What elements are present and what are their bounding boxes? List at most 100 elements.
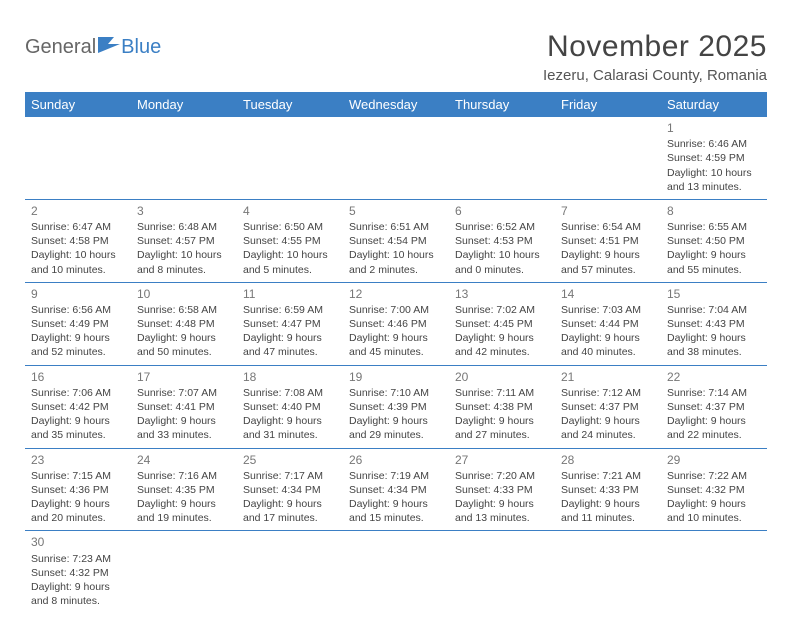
daylight-line: Daylight: 10 hours [667, 166, 761, 180]
daylight-line: Daylight: 9 hours [561, 414, 655, 428]
daylight-line: Daylight: 9 hours [667, 497, 761, 511]
sunrise-line: Sunrise: 6:48 AM [137, 220, 231, 234]
daylight-line: and 13 minutes. [667, 180, 761, 194]
sunrise-line: Sunrise: 7:04 AM [667, 303, 761, 317]
calendar-empty-cell [131, 117, 237, 199]
day-number: 6 [455, 203, 549, 219]
daylight-line: and 13 minutes. [455, 511, 549, 525]
calendar-day-cell: 27Sunrise: 7:20 AMSunset: 4:33 PMDayligh… [449, 448, 555, 531]
day-number: 24 [137, 452, 231, 468]
calendar-day-cell: 24Sunrise: 7:16 AMSunset: 4:35 PMDayligh… [131, 448, 237, 531]
sunset-line: Sunset: 4:37 PM [561, 400, 655, 414]
daylight-line: and 27 minutes. [455, 428, 549, 442]
day-number: 4 [243, 203, 337, 219]
sunrise-line: Sunrise: 7:08 AM [243, 386, 337, 400]
daylight-line: Daylight: 9 hours [667, 414, 761, 428]
calendar-day-cell: 14Sunrise: 7:03 AMSunset: 4:44 PMDayligh… [555, 282, 661, 365]
calendar-day-cell: 4Sunrise: 6:50 AMSunset: 4:55 PMDaylight… [237, 199, 343, 282]
daylight-line: and 29 minutes. [349, 428, 443, 442]
calendar-header-row: Sunday Monday Tuesday Wednesday Thursday… [25, 92, 767, 117]
sunset-line: Sunset: 4:34 PM [349, 483, 443, 497]
day-number: 3 [137, 203, 231, 219]
sunset-line: Sunset: 4:37 PM [667, 400, 761, 414]
sunrise-line: Sunrise: 6:59 AM [243, 303, 337, 317]
day-number: 14 [561, 286, 655, 302]
daylight-line: Daylight: 9 hours [561, 248, 655, 262]
calendar-day-cell: 25Sunrise: 7:17 AMSunset: 4:34 PMDayligh… [237, 448, 343, 531]
sunrise-line: Sunrise: 6:47 AM [31, 220, 125, 234]
weekday-header: Tuesday [237, 92, 343, 117]
day-number: 27 [455, 452, 549, 468]
sunrise-line: Sunrise: 7:10 AM [349, 386, 443, 400]
daylight-line: and 40 minutes. [561, 345, 655, 359]
day-number: 29 [667, 452, 761, 468]
calendar-day-cell: 18Sunrise: 7:08 AMSunset: 4:40 PMDayligh… [237, 365, 343, 448]
sunset-line: Sunset: 4:35 PM [137, 483, 231, 497]
sunset-line: Sunset: 4:47 PM [243, 317, 337, 331]
calendar-week-row: 1Sunrise: 6:46 AMSunset: 4:59 PMDaylight… [25, 117, 767, 199]
sunset-line: Sunset: 4:55 PM [243, 234, 337, 248]
daylight-line: Daylight: 9 hours [349, 414, 443, 428]
sunrise-line: Sunrise: 7:17 AM [243, 469, 337, 483]
sunset-line: Sunset: 4:33 PM [455, 483, 549, 497]
daylight-line: and 22 minutes. [667, 428, 761, 442]
calendar-body: 1Sunrise: 6:46 AMSunset: 4:59 PMDaylight… [25, 117, 767, 613]
header: GeneralBlue November 2025 Iezeru, Calara… [25, 30, 767, 84]
sunrise-line: Sunrise: 7:07 AM [137, 386, 231, 400]
calendar-day-cell: 6Sunrise: 6:52 AMSunset: 4:53 PMDaylight… [449, 199, 555, 282]
daylight-line: and 20 minutes. [31, 511, 125, 525]
daylight-line: Daylight: 9 hours [455, 414, 549, 428]
sunset-line: Sunset: 4:44 PM [561, 317, 655, 331]
sunset-line: Sunset: 4:41 PM [137, 400, 231, 414]
sunset-line: Sunset: 4:32 PM [31, 566, 125, 580]
sunset-line: Sunset: 4:43 PM [667, 317, 761, 331]
daylight-line: Daylight: 9 hours [137, 331, 231, 345]
sunrise-line: Sunrise: 6:46 AM [667, 137, 761, 151]
day-number: 8 [667, 203, 761, 219]
calendar-day-cell: 22Sunrise: 7:14 AMSunset: 4:37 PMDayligh… [661, 365, 767, 448]
calendar-day-cell: 23Sunrise: 7:15 AMSunset: 4:36 PMDayligh… [25, 448, 131, 531]
day-number: 30 [31, 534, 125, 550]
weekday-header: Wednesday [343, 92, 449, 117]
calendar-day-cell: 21Sunrise: 7:12 AMSunset: 4:37 PMDayligh… [555, 365, 661, 448]
sunrise-line: Sunrise: 7:16 AM [137, 469, 231, 483]
calendar-day-cell: 10Sunrise: 6:58 AMSunset: 4:48 PMDayligh… [131, 282, 237, 365]
sunrise-line: Sunrise: 7:02 AM [455, 303, 549, 317]
sunset-line: Sunset: 4:33 PM [561, 483, 655, 497]
calendar-empty-cell [343, 117, 449, 199]
calendar-day-cell: 26Sunrise: 7:19 AMSunset: 4:34 PMDayligh… [343, 448, 449, 531]
weekday-header: Thursday [449, 92, 555, 117]
daylight-line: Daylight: 9 hours [349, 331, 443, 345]
calendar-day-cell: 15Sunrise: 7:04 AMSunset: 4:43 PMDayligh… [661, 282, 767, 365]
daylight-line: and 55 minutes. [667, 263, 761, 277]
sunset-line: Sunset: 4:36 PM [31, 483, 125, 497]
day-number: 20 [455, 369, 549, 385]
calendar-empty-cell [237, 117, 343, 199]
calendar-week-row: 23Sunrise: 7:15 AMSunset: 4:36 PMDayligh… [25, 448, 767, 531]
calendar-empty-cell [25, 117, 131, 199]
sunset-line: Sunset: 4:50 PM [667, 234, 761, 248]
calendar-week-row: 30Sunrise: 7:23 AMSunset: 4:32 PMDayligh… [25, 531, 767, 613]
daylight-line: and 35 minutes. [31, 428, 125, 442]
sunset-line: Sunset: 4:48 PM [137, 317, 231, 331]
sunset-line: Sunset: 4:32 PM [667, 483, 761, 497]
sunrise-line: Sunrise: 7:19 AM [349, 469, 443, 483]
calendar-day-cell: 9Sunrise: 6:56 AMSunset: 4:49 PMDaylight… [25, 282, 131, 365]
daylight-line: Daylight: 9 hours [137, 414, 231, 428]
daylight-line: and 2 minutes. [349, 263, 443, 277]
weekday-header: Sunday [25, 92, 131, 117]
sunset-line: Sunset: 4:46 PM [349, 317, 443, 331]
sunset-line: Sunset: 4:58 PM [31, 234, 125, 248]
daylight-line: Daylight: 9 hours [561, 497, 655, 511]
daylight-line: and 0 minutes. [455, 263, 549, 277]
sunset-line: Sunset: 4:42 PM [31, 400, 125, 414]
sunset-line: Sunset: 4:40 PM [243, 400, 337, 414]
calendar-week-row: 9Sunrise: 6:56 AMSunset: 4:49 PMDaylight… [25, 282, 767, 365]
daylight-line: and 10 minutes. [667, 511, 761, 525]
logo-flag-icon [98, 36, 120, 59]
daylight-line: Daylight: 9 hours [243, 331, 337, 345]
daylight-line: Daylight: 10 hours [455, 248, 549, 262]
daylight-line: Daylight: 9 hours [243, 414, 337, 428]
sunset-line: Sunset: 4:49 PM [31, 317, 125, 331]
calendar-day-cell: 19Sunrise: 7:10 AMSunset: 4:39 PMDayligh… [343, 365, 449, 448]
